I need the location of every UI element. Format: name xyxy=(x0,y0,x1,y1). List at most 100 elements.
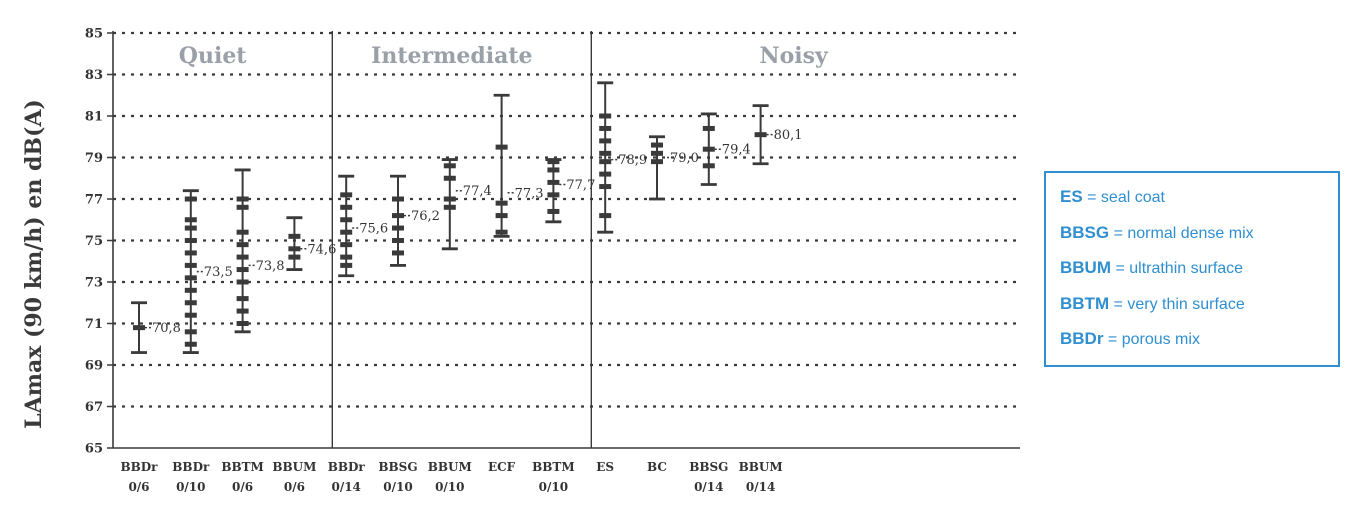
data-tick xyxy=(288,233,301,239)
data-tick xyxy=(133,325,145,331)
data-tick xyxy=(184,196,197,202)
data-tick xyxy=(288,246,301,252)
value-label: 77,7 xyxy=(566,178,595,193)
y-tick-label: 73 xyxy=(85,276,103,291)
category-label-line1: BBSG xyxy=(689,460,728,474)
data-tick xyxy=(651,159,663,165)
legend-item-bbsg: BBSG = normal dense mix xyxy=(1060,223,1338,259)
category-label-line1: ES xyxy=(596,460,614,474)
category-label-line2: 0/14 xyxy=(746,480,775,494)
y-tick-label: 71 xyxy=(85,317,103,332)
value-label: 75,6 xyxy=(359,222,388,237)
data-tick xyxy=(599,184,612,190)
data-tick xyxy=(340,192,353,198)
group-label: Intermediate xyxy=(371,43,532,69)
legend-sep: = xyxy=(1103,331,1122,348)
value-label: 79,0 xyxy=(670,151,699,166)
data-tick xyxy=(184,329,197,335)
data-tick xyxy=(236,321,249,326)
data-tick xyxy=(392,238,404,243)
y-tick-labels: 65 67 69 71 73 75 77 79 81 83 85 xyxy=(85,27,103,457)
category-label-line2: 0/10 xyxy=(176,480,205,494)
data-tick xyxy=(651,150,663,156)
data-tick xyxy=(599,138,612,144)
abbreviation-legend: ES = seal coat BBSG = normal dense mix B… xyxy=(1044,171,1340,367)
data-tick xyxy=(288,254,301,260)
data-tick xyxy=(651,142,663,148)
value-label: 73,5 xyxy=(204,265,233,280)
legend-item-bbdr: BBDr = porous mix xyxy=(1060,329,1338,365)
axes xyxy=(107,31,1020,449)
data-tick xyxy=(495,200,508,206)
category-label-line1: BBSG xyxy=(378,460,417,474)
legend-desc: seal coat xyxy=(1100,189,1165,206)
data-tick xyxy=(443,204,456,210)
error-bar-chart: 65 67 69 71 73 75 77 79 81 83 85 Quiet Intermediate… xyxy=(21,27,1020,494)
data-tick xyxy=(754,132,767,138)
data-tick xyxy=(702,163,715,169)
legend-abbr: ES xyxy=(1060,187,1083,206)
error-bars xyxy=(131,81,774,354)
legend-desc: normal dense mix xyxy=(1127,224,1254,242)
data-tick xyxy=(599,150,612,156)
data-tick xyxy=(547,159,560,165)
data-tick xyxy=(392,213,404,219)
legend-abbr: BBSG xyxy=(1060,222,1110,242)
data-tick xyxy=(443,163,456,169)
data-tick xyxy=(599,171,612,177)
data-tick xyxy=(340,242,353,248)
legend-sep: = xyxy=(1109,224,1128,242)
category-label-line2: 0/10 xyxy=(383,480,412,494)
y-tick-label: 81 xyxy=(85,110,103,125)
data-tick xyxy=(184,262,197,268)
category-label-line2: 0/14 xyxy=(331,480,360,494)
data-tick xyxy=(236,267,249,273)
data-tick xyxy=(340,254,353,260)
y-tick-label: 85 xyxy=(85,27,103,42)
legend-item-bbum: BBUM = ultrathin surface xyxy=(1060,258,1338,294)
data-tick xyxy=(702,125,715,131)
group-label: Noisy xyxy=(759,43,829,69)
data-tick xyxy=(392,250,404,256)
data-tick xyxy=(340,204,353,210)
data-tick xyxy=(236,254,249,260)
data-tick xyxy=(547,208,560,214)
data-tick xyxy=(184,250,197,256)
y-axis-label: LAmax (90 km/h) en dB(A) xyxy=(21,99,47,429)
legend-sep: = xyxy=(1109,295,1128,313)
legend-sep: = xyxy=(1111,260,1130,277)
y-tick-label: 83 xyxy=(85,68,103,83)
data-tick xyxy=(236,196,249,202)
data-tick xyxy=(443,196,456,202)
value-label: 77,4 xyxy=(463,184,492,199)
y-tick-label: 65 xyxy=(85,442,103,457)
data-tick xyxy=(236,204,249,210)
category-label-line1: BC xyxy=(647,460,667,474)
data-tick xyxy=(184,238,197,243)
data-tick xyxy=(340,229,353,235)
data-tick xyxy=(599,113,612,119)
category-label-line1: BBDr xyxy=(120,460,158,474)
data-tick xyxy=(599,125,612,131)
category-label-line1: BBUM xyxy=(428,460,472,474)
category-label-line1: BBDr xyxy=(328,460,366,474)
legend-sep: = xyxy=(1082,189,1101,206)
data-tick xyxy=(599,213,612,219)
y-tick-label: 79 xyxy=(85,151,103,166)
data-tick xyxy=(236,296,249,302)
data-tick xyxy=(236,229,249,235)
category-label-line1: ECF xyxy=(488,460,516,474)
category-label-line2: 0/6 xyxy=(284,480,305,494)
legend-desc: ultrathin surface xyxy=(1129,260,1244,277)
legend-desc: very thin surface xyxy=(1127,295,1245,313)
data-tick xyxy=(236,279,249,285)
data-tick xyxy=(392,196,404,202)
y-tick-label: 67 xyxy=(85,400,103,415)
data-tick xyxy=(443,175,456,181)
y-tick-label: 69 xyxy=(85,359,103,374)
data-tick xyxy=(184,341,197,347)
value-label: 76,2 xyxy=(411,209,440,224)
category-label-line2: 0/10 xyxy=(435,480,464,494)
category-label-line1: BBUM xyxy=(739,460,783,474)
data-tick xyxy=(547,192,560,198)
